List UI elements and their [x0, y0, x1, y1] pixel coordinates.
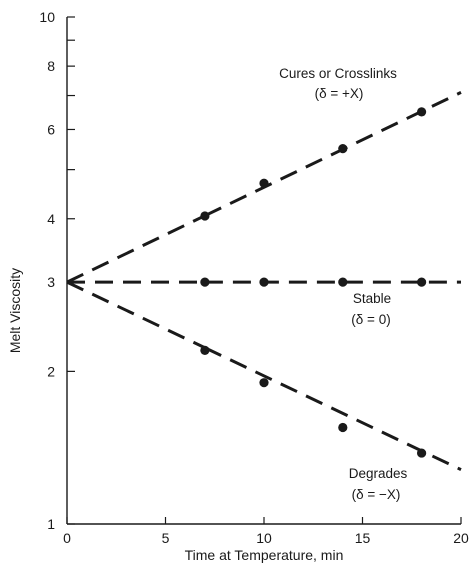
x-tick-label: 15 — [355, 530, 371, 546]
degrades-data-point — [338, 422, 348, 433]
cures-data-point — [200, 211, 210, 221]
cures-dashed-segment — [66, 214, 206, 284]
stable-data-point — [200, 277, 210, 287]
cures-data-point — [338, 144, 348, 154]
degrades-data-point — [417, 448, 427, 458]
stable-annotation: (δ = 0) — [351, 312, 390, 327]
cures-annotation: Cures or Crosslinks — [279, 66, 397, 81]
degrades-annotation: (δ = −X) — [352, 487, 401, 502]
stable-data-point — [338, 277, 348, 287]
degrades-data-point — [200, 345, 210, 355]
axes: 0 5 10 15 20 1 2 3 4 6 8 10 — [39, 9, 469, 546]
degrades-annotation: Degrades — [349, 466, 408, 481]
y-tick-label: 3 — [47, 274, 55, 290]
degrades-dashed-segment — [66, 280, 206, 350]
y-tick-label: 1 — [47, 516, 55, 532]
stable-annotation: Stable — [353, 291, 391, 306]
y-tick-label: 10 — [39, 9, 55, 25]
y-tick-label: 4 — [47, 211, 55, 227]
stable-data-point — [259, 277, 269, 287]
series — [66, 91, 462, 471]
cures-data-point — [417, 107, 427, 117]
cures-data-point — [259, 178, 269, 188]
x-tick-label: 20 — [453, 530, 469, 546]
stable-data-point — [417, 277, 427, 287]
degrades-line — [204, 346, 462, 471]
x-axis-title: Time at Temperature, min — [185, 547, 344, 563]
x-tick-label: 0 — [63, 530, 71, 546]
cures-annotation: (δ = +X) — [315, 86, 364, 101]
degrades-data-point — [259, 378, 269, 388]
x-tick-label: 10 — [256, 530, 272, 546]
y-axis-title: Melt Viscosity — [7, 268, 23, 353]
y-tick-label: 6 — [47, 121, 55, 137]
annotations: Cures or Crosslinks (δ = +X) Stable (δ = 0)… — [279, 66, 407, 502]
x-tick-label: 5 — [162, 530, 170, 546]
y-tick-label: 2 — [47, 363, 55, 379]
y-tick-label: 8 — [47, 58, 55, 74]
